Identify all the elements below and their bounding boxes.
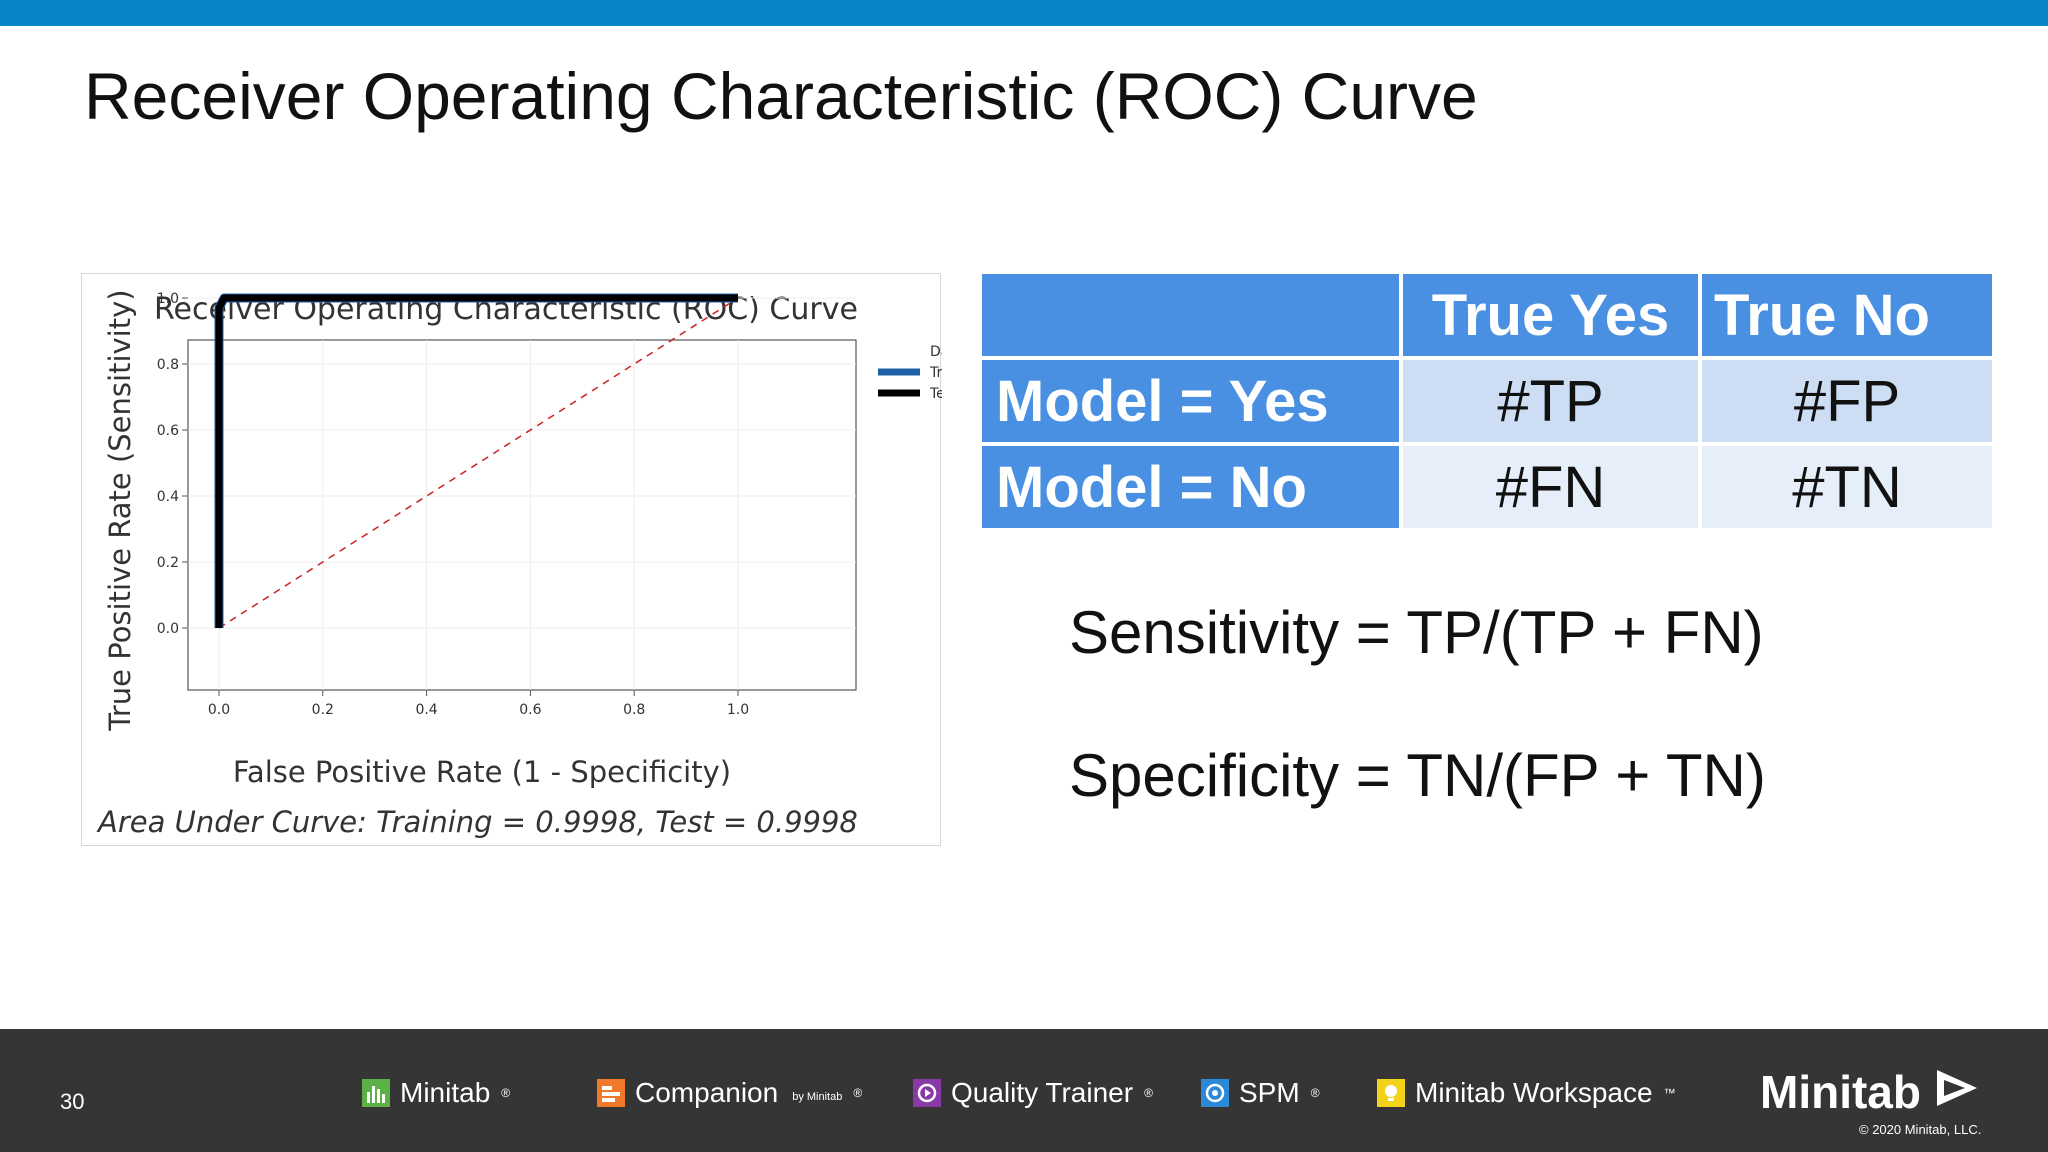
confusion-row-model-yes: Model = Yes #TP #FP <box>982 360 1992 442</box>
column-header-true-no: True No <box>1702 274 1992 356</box>
product-minitab[interactable]: Minitab ® <box>362 1077 510 1109</box>
registered-mark: ® <box>853 1086 863 1100</box>
reference-diagonal-line <box>218 297 739 629</box>
auc-footnote: Area Under Curve: Training = 0.9998, Tes… <box>96 805 858 839</box>
y-tick-label: 0.2 <box>157 555 179 571</box>
series-line-test <box>215 294 738 628</box>
spm-icon <box>1201 1079 1229 1107</box>
y-tick-label: 1.0 <box>157 291 179 307</box>
sensitivity-formula: Sensitivity = TP/(TP + FN) <box>1069 599 1764 666</box>
x-tick-label: 0.6 <box>519 702 541 718</box>
brand-name: Minitab <box>1760 1066 1921 1118</box>
product-companion[interactable]: Companion by Minitab ® <box>597 1077 862 1109</box>
product-label: Minitab <box>400 1077 491 1108</box>
confusion-matrix-table: True Yes True No Model = Yes #TP #FP Mod… <box>978 270 1996 532</box>
y-tick-label: 0.6 <box>157 423 179 439</box>
trademark-mark: ™ <box>1663 1086 1676 1100</box>
cell-false-negative: #FN <box>1403 446 1698 528</box>
product-label: Quality Trainer <box>951 1077 1134 1108</box>
row-header-model-yes: Model = Yes <box>982 360 1399 442</box>
y-tick-label: 0.0 <box>157 621 179 637</box>
workspace-icon <box>1377 1079 1405 1107</box>
product-minitab-workspace[interactable]: Minitab Workspace ™ <box>1377 1077 1676 1109</box>
cell-false-positive: #FP <box>1702 360 1992 442</box>
x-tick-label: 0.4 <box>415 702 437 718</box>
confusion-row-model-no: Model = No #FN #TN <box>982 446 1992 528</box>
confusion-header-row: True Yes True No <box>982 274 1992 356</box>
top-accent-bar <box>0 0 2048 26</box>
slide-title: Receiver Operating Characteristic (ROC) … <box>84 59 1478 133</box>
companion-icon <box>597 1079 625 1107</box>
x-tick-label: 0.8 <box>623 702 645 718</box>
minitab-logo-icon <box>1935 1065 1979 1119</box>
product-label: Minitab Workspace <box>1415 1077 1653 1108</box>
footer-bar: 30 Minitab ® Companion by Minitab ® Quality… <box>0 1029 2048 1152</box>
cell-true-negative: #TN <box>1702 446 1992 528</box>
row-header-model-no: Model = No <box>982 446 1399 528</box>
x-tick-label: 0.2 <box>312 702 334 718</box>
quality-trainer-icon <box>913 1079 941 1107</box>
product-spm[interactable]: SPM ® <box>1201 1077 1320 1109</box>
registered-mark: ® <box>501 1086 511 1100</box>
cell-true-positive: #TP <box>1403 360 1698 442</box>
page-number: 30 <box>60 1089 85 1114</box>
minitab-brand-logo: Minitab <box>1760 1065 1979 1119</box>
y-tick-label: 0.8 <box>157 357 179 373</box>
x-tick-label: 1.0 <box>727 702 749 718</box>
registered-mark: ® <box>1310 1086 1320 1100</box>
legend: Data Set Training Test <box>878 344 942 402</box>
registered-mark: ® <box>1144 1086 1153 1100</box>
product-label: SPM <box>1239 1077 1300 1108</box>
specificity-formula: Specificity = TN/(FP + TN) <box>1069 742 1766 809</box>
column-header-true-yes: True Yes <box>1403 274 1698 356</box>
legend-label-training: Training <box>929 365 942 381</box>
y-axis-label: True Positive Rate (Sensitivity) <box>103 289 137 731</box>
legend-title: Data Set <box>930 344 942 360</box>
x-tick-label: 0.0 <box>208 702 230 718</box>
x-axis-label: False Positive Rate (1 - Specificity) <box>233 755 731 789</box>
corner-cell <box>982 274 1399 356</box>
copyright-text: © 2020 Minitab, LLC. <box>1859 1122 1982 1137</box>
legend-label-test: Test <box>929 386 942 402</box>
plot-area <box>187 339 857 691</box>
roc-chart-panel: Receiver Operating Characteristic (ROC) … <box>81 273 942 846</box>
product-suffix: by Minitab <box>792 1091 843 1103</box>
product-quality-trainer[interactable]: Quality Trainer ® <box>913 1077 1153 1109</box>
roc-chart: Receiver Operating Characteristic (ROC) … <box>96 289 942 839</box>
y-tick-label: 0.4 <box>157 489 179 505</box>
minitab-bars-icon <box>362 1079 390 1107</box>
product-label: Companion <box>635 1077 779 1108</box>
